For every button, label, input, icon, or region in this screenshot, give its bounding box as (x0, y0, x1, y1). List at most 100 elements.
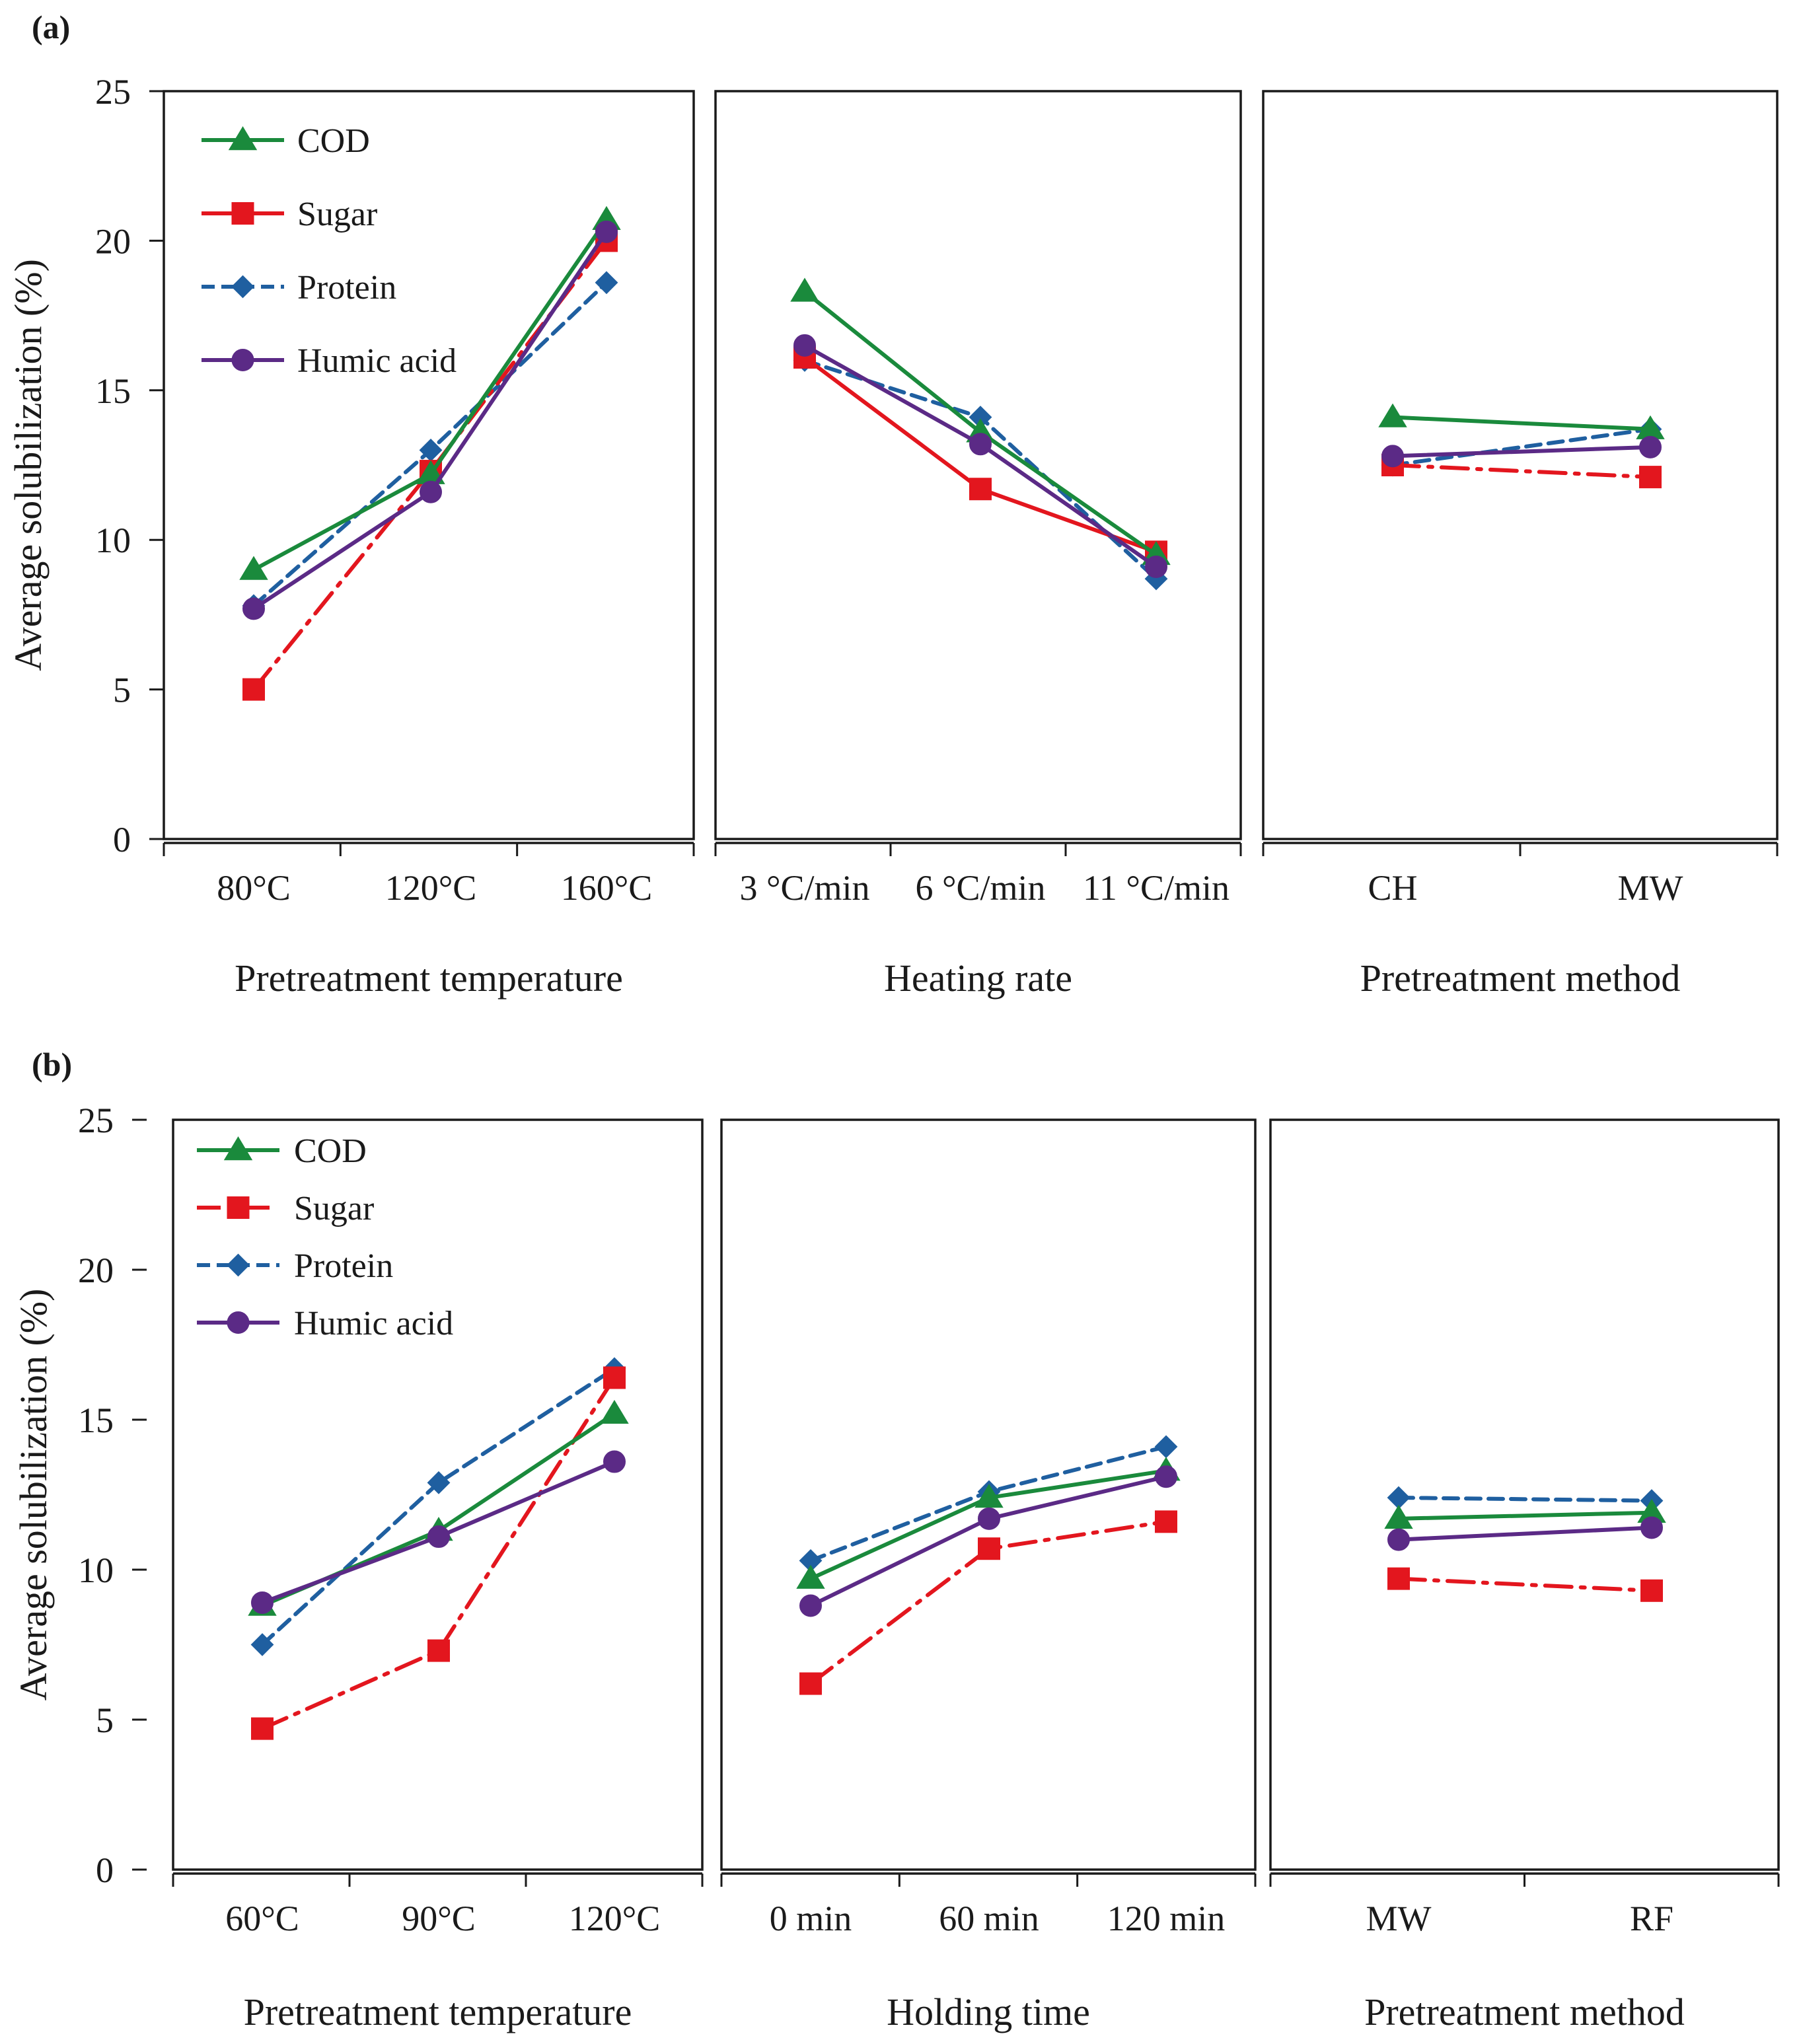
series-line-cod (1391, 415, 1652, 431)
series-line-cod (1397, 1510, 1654, 1521)
series-line-sugar (260, 1375, 616, 1731)
legend-marker-protein (231, 275, 254, 299)
data-point-cod (1378, 403, 1407, 427)
legend-label-cod: COD (294, 1132, 367, 1170)
subplot-1: 80°C 120°C 160°C Pretreatment temperature (163, 90, 695, 1000)
data-point-cod (600, 1399, 629, 1424)
data-point-sugar (978, 1537, 1000, 1560)
data-point-sugar (969, 478, 992, 501)
legend-entry-humic-acid: Humic acid (197, 1305, 453, 1342)
y-tick-label: 25 (78, 1101, 114, 1140)
data-point-humic-acid (969, 433, 992, 456)
x-tick-label: 160°C (561, 868, 653, 908)
y-tick-label: 10 (78, 1551, 114, 1590)
series-line-protein (803, 358, 1158, 581)
data-point-sugar (1387, 1567, 1410, 1590)
data-point-cod (796, 1564, 825, 1589)
x-tick-label: 60 min (939, 1899, 1039, 1938)
panel-label: (a) (32, 9, 70, 46)
x-tick-label: 3 °C/min (739, 868, 869, 908)
x-axis-label: Pretreatment method (1364, 1990, 1685, 2033)
x-tick-label: MW (1366, 1899, 1432, 1938)
data-point-humic-acid (793, 334, 816, 357)
x-tick-label: 120°C (569, 1899, 661, 1938)
legend-entry-sugar: Sugar (202, 196, 377, 233)
data-point-protein (427, 1471, 451, 1494)
panel-label: (b) (32, 1046, 72, 1083)
y-axis-label: Average solubilization (%) (7, 259, 50, 671)
series-line-humic-acid (1397, 1525, 1654, 1542)
legend-entry-cod: COD (202, 122, 370, 160)
legend: COD Sugar Protein Humic acid (202, 122, 457, 380)
x-axis-label: Pretreatment method (1360, 957, 1681, 1000)
legend-entry-protein: Protein (202, 269, 396, 307)
data-point-cod (974, 1484, 1004, 1508)
y-tick-label: 15 (95, 371, 131, 411)
data-point-humic-acid (420, 480, 442, 503)
data-point-humic-acid (251, 1591, 274, 1614)
data-point-humic-acid (603, 1450, 626, 1473)
data-point-humic-acid (1640, 1516, 1663, 1539)
data-point-cod (1384, 1504, 1413, 1529)
series-line-sugar (1391, 463, 1652, 480)
y-tick-label: 25 (95, 72, 131, 112)
data-point-cod (239, 556, 268, 580)
x-tick-label: 120°C (385, 868, 477, 908)
legend-marker-cod (223, 1136, 253, 1161)
series-line-protein (260, 1366, 616, 1647)
x-tick-label: CH (1368, 868, 1417, 908)
y-tick-label: 10 (95, 521, 131, 560)
data-point-humic-acid (242, 597, 265, 620)
data-point-humic-acid (595, 220, 618, 243)
legend-entry-sugar: Sugar (197, 1190, 374, 1227)
y-tick-label: 0 (113, 820, 131, 859)
y-tick-label: 20 (95, 221, 131, 261)
data-point-humic-acid (427, 1525, 450, 1549)
x-tick-label: 0 min (770, 1899, 852, 1938)
x-tick-label: MW (1618, 868, 1683, 908)
data-point-sugar (603, 1366, 626, 1389)
y-axis-label: Average solubilization (%) (12, 1289, 55, 1701)
plot-frame (1269, 1118, 1780, 1871)
legend-label-protein: Protein (294, 1247, 393, 1285)
data-point-cod (790, 277, 819, 302)
data-point-humic-acid (1155, 1465, 1177, 1488)
series-line-protein (1397, 1496, 1654, 1503)
plot-frame (163, 90, 695, 840)
legend-marker-sugar (231, 202, 254, 225)
series-line-cod (260, 1411, 616, 1608)
legend-label-sugar: Sugar (297, 196, 377, 233)
legend-marker-humic-acid (231, 349, 254, 371)
y-tick-label: 15 (78, 1401, 114, 1440)
legend-marker-humic-acid (227, 1311, 250, 1334)
data-point-sugar (1155, 1510, 1177, 1533)
series-line-humic-acid (1391, 445, 1652, 458)
data-point-protein (1154, 1435, 1178, 1459)
legend: COD Sugar Protein Humic acid (197, 1132, 453, 1342)
data-point-sugar (251, 1717, 274, 1740)
data-point-sugar (242, 678, 265, 701)
data-point-sugar (427, 1639, 450, 1662)
subplot-2: 0 min 60 min 120 min Holding time (720, 1118, 1257, 2033)
legend-label-sugar: Sugar (294, 1190, 374, 1227)
subplot-1: 60°C 90°C 120°C Pretreatment temperature (172, 1118, 704, 2033)
y-tick-label: 20 (78, 1251, 114, 1290)
x-axis-label: Pretreatment temperature (235, 957, 623, 1000)
plot-frame (714, 90, 1242, 840)
legend-entry-protein: Protein (197, 1247, 393, 1285)
x-tick-label: 60°C (225, 1899, 299, 1938)
figure-panel-a: (a) Average solubilization (%) 0 5 10 15 20 25 8… (7, 9, 1779, 1000)
x-axis-label: Holding time (887, 1990, 1090, 2033)
x-axis-label: Pretreatment temperature (244, 1990, 632, 2033)
series-line-protein (1391, 427, 1652, 467)
data-point-sugar (799, 1672, 822, 1695)
data-point-humic-acid (1381, 445, 1404, 468)
y-tick-label: 5 (96, 1700, 114, 1740)
plot-frame (1262, 90, 1779, 840)
x-tick-label: 11 °C/min (1083, 868, 1230, 908)
data-point-humic-acid (799, 1594, 822, 1617)
legend-label-cod: COD (297, 122, 370, 160)
legend-entry-cod: COD (197, 1132, 367, 1170)
series-line-sugar (1397, 1576, 1654, 1593)
